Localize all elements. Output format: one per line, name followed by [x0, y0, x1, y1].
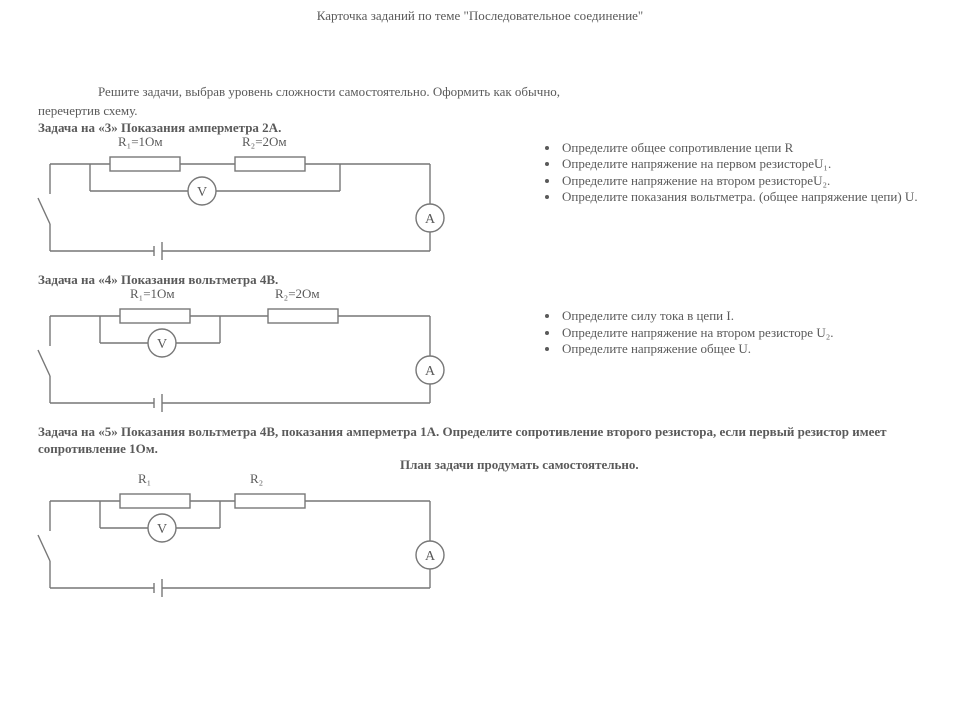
task5-plan: План задачи продумать самостоятельно. [400, 457, 940, 473]
task5-r1-label: R₁ [138, 471, 151, 487]
task3-heading: Задача на «3» Показания амперметра 2А. [38, 120, 940, 136]
task3-bullet: Определите напряжение на первом резистор… [560, 156, 918, 172]
task4-bullet: Определите напряжение на втором резистор… [560, 325, 834, 341]
intro-line-2: перечертив схему. [38, 103, 940, 119]
task3-bullet: Определите напряжение на втором резистор… [560, 173, 918, 189]
svg-text:A: A [425, 364, 436, 379]
task3-r1-label: R₁=1Ом [118, 134, 163, 150]
svg-text:V: V [157, 337, 167, 352]
svg-text:V: V [197, 185, 207, 200]
svg-text:A: A [425, 549, 436, 564]
page-title: Карточка заданий по теме "Последовательн… [20, 8, 940, 24]
task3-bullets: Определите общее сопротивление цепи R Оп… [450, 140, 918, 205]
task5-block: R₁ R₂ V A [20, 473, 940, 603]
task4-bullet: Определите напряжение общее U. [560, 341, 834, 357]
task5-r2-label: R₂ [250, 471, 263, 487]
task3-bullet: Определите показания вольтметра. (общее … [560, 189, 918, 205]
task4-circuit: V A [20, 288, 450, 418]
svg-text:A: A [425, 212, 436, 227]
task5-heading: Задача на «5» Показания вольтметра 4В, п… [38, 424, 900, 457]
task4-block: R₁=1Ом R₂=2Ом V A [20, 288, 940, 418]
task3-block: R₁=1Ом R₂=2Ом V A [20, 136, 940, 266]
task3-circuit: V A [20, 136, 450, 266]
task3-bullet: Определите общее сопротивление цепи R [560, 140, 918, 156]
task4-r2-label: R₂=2Ом [275, 286, 320, 302]
task3-r2-label: R₂=2Ом [242, 134, 287, 150]
task5-circuit: V A [20, 473, 450, 603]
svg-text:V: V [157, 522, 167, 537]
intro-line-1: Решите задачи, выбрав уровень сложности … [98, 84, 940, 100]
task4-bullets: Определите силу тока в цепи I. Определит… [450, 292, 834, 357]
task4-r1-label: R₁=1Ом [130, 286, 175, 302]
task4-bullet: Определите силу тока в цепи I. [560, 308, 834, 324]
